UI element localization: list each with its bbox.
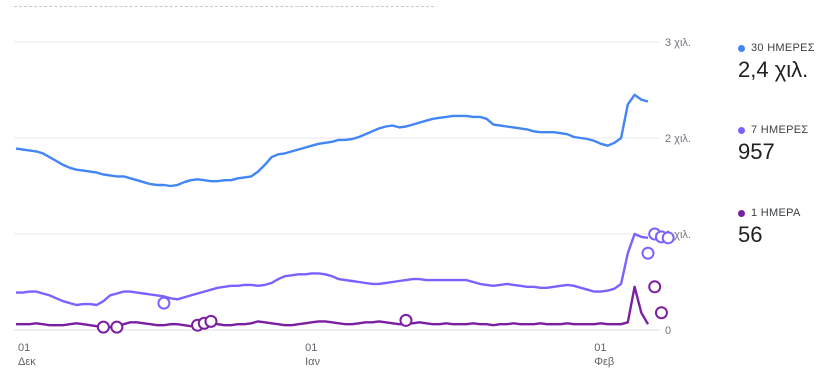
legend-30-days: 30 ΗΜΕΡΕΣ 2,4 χιλ. bbox=[738, 42, 815, 82]
point-marker bbox=[399, 313, 413, 327]
y-tick-label: 2 χιλ. bbox=[665, 133, 691, 145]
y-tick-label: 0 bbox=[665, 325, 671, 337]
legend-label-30-days: 30 ΗΜΕΡΕΣ bbox=[751, 42, 815, 54]
legend-7-days: 7 ΗΜΕΡΕΣ 957 bbox=[738, 124, 809, 164]
point-marker bbox=[96, 320, 110, 334]
x-tick-month: Ιαν bbox=[305, 356, 320, 368]
point-marker bbox=[654, 306, 668, 320]
line-30-days bbox=[15, 93, 649, 188]
legend-dot-30-days bbox=[738, 44, 745, 52]
legend-value-7-days: 957 bbox=[738, 139, 775, 164]
x-tick-month: Φεβ bbox=[594, 356, 614, 368]
x-tick-day: 01 bbox=[594, 342, 606, 354]
point-marker bbox=[641, 246, 655, 260]
legend-value-1-day: 56 bbox=[738, 222, 763, 247]
legend-label-1-day: 1 ΗΜΕΡΑ bbox=[751, 207, 801, 219]
x-tick-month: Δεκ bbox=[18, 356, 36, 368]
top-dashed-divider bbox=[14, 0, 434, 7]
x-tick-day: 01 bbox=[305, 342, 317, 354]
line-1-day bbox=[16, 285, 650, 329]
x-tick-day: 01 bbox=[18, 342, 30, 354]
point-marker bbox=[110, 320, 124, 334]
legend-1-day: 1 ΗΜΕΡΑ 56 bbox=[738, 207, 801, 247]
line-7-days bbox=[16, 232, 649, 307]
legend-dot-1-day bbox=[738, 209, 745, 217]
y-tick-label: 3 χιλ. bbox=[665, 37, 691, 49]
legend-dot-7-days bbox=[738, 126, 745, 134]
point-marker bbox=[157, 296, 171, 310]
legend-label-7-days: 7 ΗΜΕΡΕΣ bbox=[751, 124, 809, 136]
point-marker bbox=[204, 314, 218, 328]
point-marker bbox=[661, 231, 675, 245]
point-marker bbox=[648, 280, 662, 294]
legend-value-30-days: 2,4 χιλ. bbox=[738, 57, 809, 82]
